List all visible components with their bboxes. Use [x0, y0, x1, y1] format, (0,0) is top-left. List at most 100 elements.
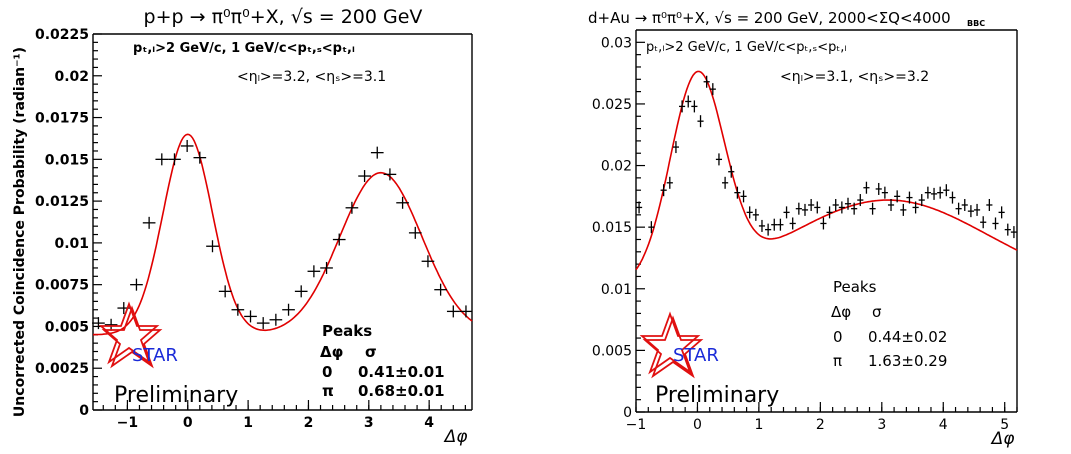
data-point: [421, 255, 435, 268]
data-point: [244, 310, 257, 323]
data-point: [722, 176, 729, 189]
x-tick-label: 3: [364, 415, 374, 431]
peaks-col-sigma: σ: [872, 303, 882, 321]
data-point: [666, 176, 673, 189]
data-point: [814, 201, 821, 214]
data-point: [949, 191, 956, 204]
data-point: [795, 202, 802, 215]
y-tick-label: 0.025: [592, 97, 632, 113]
chart-title-subscript: BBC: [967, 19, 985, 28]
data-point: [307, 265, 321, 278]
data-point: [685, 95, 692, 108]
data-point: [894, 190, 901, 203]
peaks-col-sigma: σ: [365, 343, 377, 361]
star-logo-label: STAR: [673, 345, 719, 366]
y-tick-label: 0.03: [601, 35, 632, 51]
preliminary-label: Preliminary: [114, 383, 238, 408]
data-point: [875, 182, 882, 195]
x-ticks: −1 0 1 2 3 4: [102, 400, 466, 431]
peaks-row-sigma: 1.63±0.29: [868, 352, 947, 370]
data-point: [851, 202, 858, 215]
data-point: [826, 206, 833, 219]
data-point: [912, 201, 919, 214]
data-point: [218, 285, 232, 298]
y-tick-label: 0.0075: [35, 278, 89, 294]
x-tick-label: 2: [816, 417, 825, 433]
x-tick-label: 2: [304, 415, 314, 431]
data-point: [715, 153, 723, 166]
star-logo: STAR: [98, 301, 178, 369]
data-point: [869, 202, 876, 215]
x-tick-label: −1: [626, 417, 647, 433]
data-point: [168, 153, 181, 166]
peaks-title: Peaks: [833, 278, 877, 296]
data-point: [967, 205, 974, 218]
data-point: [648, 221, 655, 234]
y-tick-label: 0.015: [592, 220, 632, 236]
data-point: [924, 186, 931, 199]
cuts-line-2: <ηₗ>=3.2, <ηₛ>=3.1: [237, 69, 386, 85]
x-tick-label: 0: [183, 415, 193, 431]
data-point: [801, 203, 809, 216]
cuts-line-2: <ηₗ>=3.1, <ηₛ>=3.2: [780, 69, 929, 85]
data-point: [857, 194, 864, 207]
data-point: [332, 233, 346, 246]
data-point: [728, 165, 735, 178]
data-point: [231, 303, 245, 316]
fit-curve-group: [635, 70, 1018, 271]
data-point: [937, 186, 944, 199]
data-point: [256, 317, 270, 330]
peaks-row-phi: 0: [833, 328, 843, 346]
data-point: [636, 201, 643, 214]
data-point: [282, 303, 295, 316]
x-tick-label: 4: [939, 417, 948, 433]
data-point: [998, 206, 1005, 219]
data-point: [193, 151, 207, 164]
y-tick-label: 0: [623, 405, 632, 421]
data-point: [973, 203, 981, 216]
y-tick-label: 0.01: [54, 236, 89, 252]
data-point: [844, 197, 852, 210]
cuts-line-1: pₜ,ₗ>2 GeV/c, 1 GeV/c<pₜ,ₛ<pₜ,ₗ: [133, 41, 355, 56]
data-point: [783, 206, 790, 219]
data-point: [672, 141, 680, 154]
y-tick-label: 0.0225: [35, 27, 89, 43]
data-point: [980, 216, 987, 229]
data-point: [396, 196, 409, 209]
peaks-row-phi: π: [322, 382, 334, 400]
y-ticks: 0 0.0025 0.005 0.0075 0.01 0.0125 0.015 0.0175 0…: [35, 27, 102, 419]
data-point: [709, 83, 716, 96]
data-point: [345, 201, 359, 214]
peaks-row-phi: 0: [322, 363, 332, 381]
x-tick-label: 3: [877, 417, 886, 433]
x-axis-label: Δφ: [990, 429, 1016, 449]
data-point: [808, 198, 815, 211]
data-point: [697, 115, 704, 128]
data-point: [104, 318, 118, 331]
chart-title: p+p → π⁰π⁰+X, √s = 200 GeV: [144, 6, 423, 28]
fit-curve: [635, 70, 1018, 271]
data-point: [155, 153, 169, 166]
peaks-row-phi: π: [833, 352, 842, 370]
fit-curve: [92, 133, 473, 336]
star-logo-label: STAR: [132, 345, 178, 366]
data-point: [679, 100, 686, 113]
y-axis-label: Uncorrected Coincidence Probability (rad…: [12, 47, 28, 417]
y-tick-label: 0.015: [45, 152, 89, 168]
data-point: [459, 305, 473, 318]
data-point: [446, 305, 460, 318]
peaks-row-sigma: 0.68±0.01: [358, 382, 445, 400]
peaks-row-sigma: 0.44±0.02: [868, 328, 947, 346]
data-point: [746, 206, 753, 219]
cuts-line-1: pₜ,ₗ>2 GeV/c, 1 GeV/c<pₜ,ₛ<pₜ,ₗ: [646, 40, 847, 55]
data-point: [930, 187, 938, 200]
peaks-legend: Peaks Δφ σ 0 0.44±0.02 π 1.63±0.29: [831, 278, 947, 370]
data-point: [206, 240, 219, 253]
y-tick-label: 0.0025: [35, 361, 89, 377]
data-point: [820, 217, 827, 230]
data-point: [777, 218, 784, 231]
axes: [92, 33, 473, 411]
chart-title-main: d+Au → π⁰π⁰+X, √s = 200 GeV, 2000<ΣQ<400…: [588, 9, 951, 27]
data-point: [906, 191, 913, 204]
star-icon-echo: [639, 311, 701, 375]
